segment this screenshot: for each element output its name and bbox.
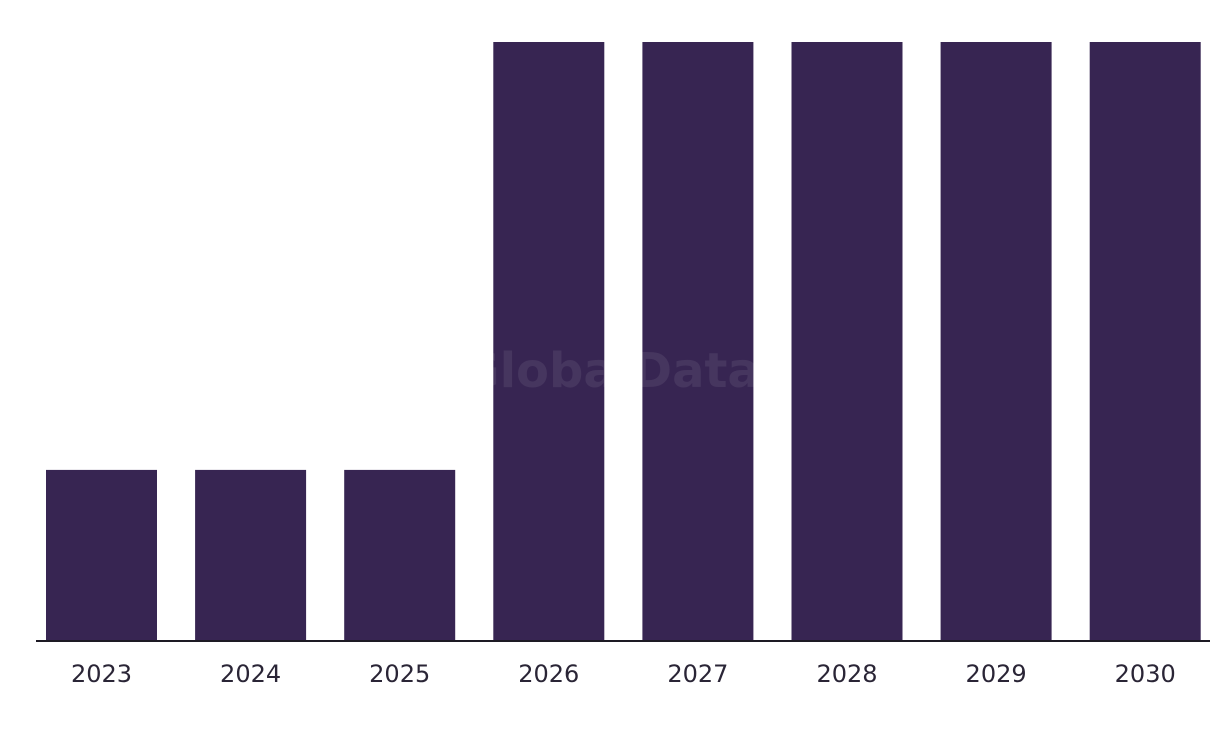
bar-2023	[46, 469, 157, 641]
x-tick-label-2030: 2030	[1115, 660, 1176, 688]
bar-2026	[493, 42, 605, 641]
x-tick-labels: 2023 2024 2025 2026 2027 2028 2029 2030	[71, 660, 1176, 688]
x-tick-label-2027: 2027	[667, 660, 728, 688]
bar-2029	[940, 42, 1052, 641]
x-tick-label-2029: 2029	[966, 660, 1027, 688]
bar-2030	[1089, 42, 1201, 641]
x-tick-label-2025: 2025	[369, 660, 430, 688]
bar-2025	[344, 469, 456, 641]
x-tick-label-2028: 2028	[816, 660, 877, 688]
bar-2027	[642, 42, 754, 641]
x-tick-label-2026: 2026	[518, 660, 579, 688]
bars-group	[46, 42, 1201, 641]
x-tick-label-2024: 2024	[220, 660, 281, 688]
bar-2024	[195, 469, 307, 641]
bar-2028	[791, 42, 903, 641]
watermark-logo: GlobalData	[460, 343, 760, 399]
x-tick-label-2023: 2023	[71, 660, 132, 688]
